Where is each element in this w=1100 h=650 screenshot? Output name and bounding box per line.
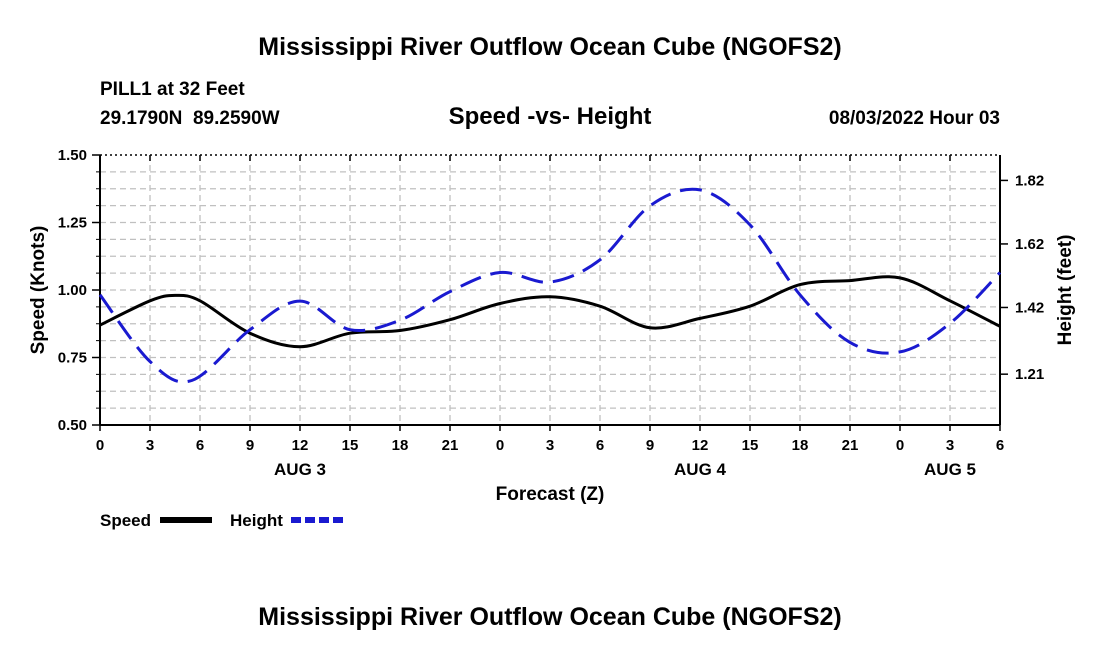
x-tick-label: 15 [342, 437, 359, 454]
y-left-tick-label: 1.00 [58, 282, 87, 299]
x-tick-label: 21 [442, 437, 459, 454]
y-left-axis-ticks: 0.50 0.75 1.00 1.25 1.50 [58, 147, 100, 434]
x-tick-label: 0 [896, 437, 904, 454]
grid-lines [100, 155, 1000, 425]
legend: Speed Height [100, 511, 343, 530]
y-right-tick-label: 1.21 [1015, 366, 1044, 383]
y-right-axis-title: Height (feet) [1055, 235, 1076, 346]
x-tick-label: 12 [692, 437, 709, 454]
x-tick-label: 9 [246, 437, 254, 454]
x-day-label: AUG 4 [674, 460, 727, 479]
forecast-datetime: 08/03/2022 Hour 03 [829, 108, 1000, 129]
chart-subtitle: Speed -vs- Height [449, 103, 652, 130]
x-tick-label: 6 [596, 437, 604, 454]
chart-title: Mississippi River Outflow Ocean Cube (NG… [258, 33, 841, 61]
y-right-tick-label: 1.82 [1015, 172, 1044, 189]
x-tick-label: 15 [742, 437, 759, 454]
x-tick-label: 3 [946, 437, 954, 454]
x-tick-label: 12 [292, 437, 309, 454]
y-right-axis-ticks: 1.21 1.42 1.62 1.82 [1000, 172, 1044, 383]
y-right-tick-label: 1.42 [1015, 299, 1044, 316]
x-day-label: AUG 3 [274, 460, 326, 479]
station-coordinates: 29.1790N 89.2590W [100, 108, 280, 129]
x-tick-label: 0 [496, 437, 504, 454]
x-tick-label: 9 [646, 437, 654, 454]
series-line-speed [99, 275, 1001, 349]
legend-label-speed: Speed [100, 511, 151, 530]
x-tick-label: 6 [996, 437, 1004, 454]
y-right-tick-label: 1.62 [1015, 236, 1044, 253]
x-tick-label: 21 [842, 437, 859, 454]
x-tick-label: 6 [196, 437, 204, 454]
x-tick-label: 18 [792, 437, 809, 454]
x-axis-ticks: 0 3 6 9 12 15 18 21 0 3 6 9 12 15 18 21 0 3 6 [96, 155, 1004, 454]
y-left-tick-label: 0.50 [58, 417, 87, 434]
x-axis-title: Forecast (Z) [496, 484, 605, 505]
x-tick-label: 3 [546, 437, 554, 454]
day-labels: AUG 3 AUG 4 AUG 5 [274, 460, 976, 479]
x-tick-label: 18 [392, 437, 409, 454]
x-day-label: AUG 5 [924, 460, 976, 479]
y-left-tick-label: 1.50 [58, 147, 87, 164]
footer-title: Mississippi River Outflow Ocean Cube (NG… [258, 603, 841, 631]
x-tick-label: 0 [96, 437, 104, 454]
series-line-height [98, 187, 1002, 384]
y-left-tick-label: 1.25 [58, 215, 87, 232]
data-series [98, 187, 1002, 384]
y-left-tick-label: 0.75 [58, 350, 87, 367]
station-label: PILL1 at 32 Feet [100, 79, 245, 100]
legend-label-height: Height [230, 511, 283, 530]
y-left-axis-title: Speed (Knots) [28, 226, 49, 355]
x-tick-label: 3 [146, 437, 154, 454]
